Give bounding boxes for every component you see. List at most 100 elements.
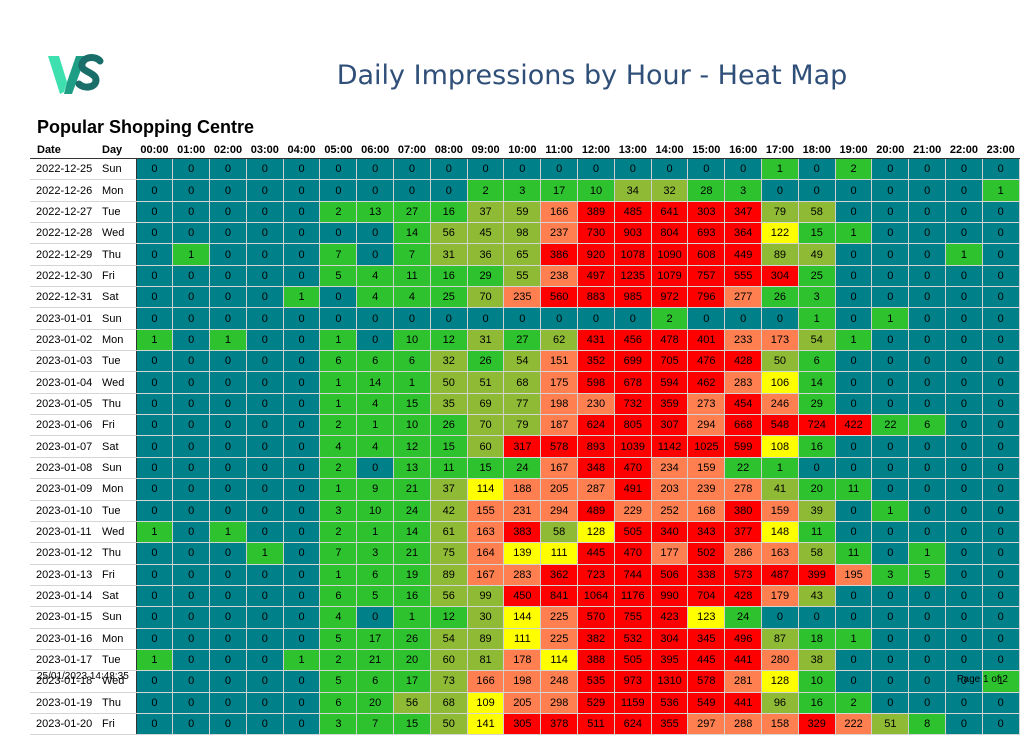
hour-header: 00:00 [136, 141, 173, 159]
heat-cell: 0 [798, 158, 836, 181]
heat-cell: 17 [393, 670, 431, 693]
heat-cell: 0 [136, 222, 174, 245]
heat-cell: 445 [577, 542, 615, 565]
heat-cell: 159 [761, 500, 799, 522]
heat-cell: 1 [835, 628, 873, 650]
row-day: Thu [101, 692, 137, 714]
heat-cell: 0 [982, 158, 1020, 181]
heat-cell: 179 [761, 585, 799, 608]
hour-header: 06:00 [356, 141, 394, 159]
heat-cell: 0 [246, 329, 284, 352]
heat-cell: 0 [982, 286, 1020, 309]
heat-cell: 187 [540, 414, 579, 437]
heat-cell: 0 [908, 628, 947, 650]
heat-cell: 497 [577, 265, 615, 288]
heat-cell: 0 [209, 286, 247, 309]
heat-cell: 167 [467, 564, 505, 586]
heat-cell: 11 [835, 478, 873, 501]
heat-cell: 0 [908, 435, 947, 458]
hour-header: 11:00 [540, 141, 578, 159]
heat-cell: 0 [209, 628, 247, 650]
heat-cell: 26 [467, 350, 505, 373]
heat-cell: 0 [172, 201, 211, 224]
heat-cell: 16 [798, 435, 836, 458]
heat-cell: 1 [319, 564, 358, 586]
heat-cell: 0 [982, 201, 1020, 224]
heat-cell: 20 [798, 478, 836, 501]
table-row: 2023-01-18 Wed 0 0 0 0 0 5 6 17 73 166 198 248 535 973 1… [30, 670, 1020, 693]
heat-cell: 10 [393, 414, 431, 437]
heat-cell: 449 [724, 243, 763, 266]
heat-cell: 0 [209, 179, 247, 202]
heat-cell: 205 [503, 692, 542, 714]
heat-cell: 7 [319, 243, 358, 266]
heat-cell: 0 [246, 393, 284, 416]
heat-cell: 0 [945, 179, 983, 202]
heat-cell: 0 [871, 329, 910, 352]
heat-cell: 205 [540, 478, 579, 501]
heat-cell: 70 [467, 286, 505, 309]
heat-cell: 163 [761, 542, 799, 565]
heat-cell: 0 [871, 585, 910, 608]
heat-cell: 173 [761, 329, 799, 352]
heat-cell: 0 [209, 478, 247, 501]
heat-cell: 288 [724, 713, 763, 735]
heat-cell: 382 [577, 628, 615, 650]
heat-cell: 1 [982, 179, 1020, 202]
heat-cell: 51 [871, 713, 910, 735]
heat-cell: 14 [393, 222, 431, 245]
heat-cell: 920 [577, 243, 615, 266]
heat-cell: 386 [540, 243, 579, 266]
row-date: 2023-01-08 [30, 457, 101, 480]
hour-header: 09:00 [467, 141, 504, 159]
heat-cell: 70 [467, 414, 505, 437]
heat-cell: 0 [283, 457, 321, 480]
heat-cell: 13 [356, 201, 395, 224]
heat-cell: 0 [356, 329, 395, 352]
row-day: Mon [101, 478, 137, 501]
heat-cell: 178 [503, 649, 542, 672]
heat-cell: 0 [982, 542, 1020, 565]
heat-cell: 0 [246, 222, 284, 245]
heat-cell: 1 [761, 457, 799, 480]
heat-cell: 283 [503, 564, 542, 586]
heat-cell: 3 [724, 179, 763, 202]
heat-cell: 0 [209, 670, 247, 693]
row-date: 2023-01-09 [30, 478, 101, 501]
heat-cell: 19 [393, 564, 431, 586]
heat-cell: 445 [687, 649, 726, 672]
heat-cell: 0 [945, 435, 983, 458]
heat-cell: 39 [798, 500, 836, 522]
heat-cell: 229 [614, 500, 652, 522]
heat-cell: 5 [319, 265, 358, 288]
heat-cell: 0 [982, 307, 1020, 330]
heat-cell: 0 [982, 457, 1020, 480]
row-day: Sun [101, 307, 137, 330]
hour-header: 10:00 [503, 141, 541, 159]
heat-cell: 49 [798, 243, 836, 266]
heat-cell: 167 [540, 457, 579, 480]
heat-cell: 0 [871, 371, 910, 394]
heat-cell: 0 [908, 521, 947, 544]
row-date: 2023-01-06 [30, 414, 101, 437]
table-row: 2023-01-09 Mon 0 0 0 0 0 1 9 21 37 114 188 205 287 491 2… [30, 478, 1020, 501]
heat-cell: 0 [283, 670, 321, 693]
heat-cell: 0 [982, 500, 1020, 522]
heat-cell: 1 [319, 478, 358, 501]
hour-header: 18:00 [798, 141, 836, 159]
heat-cell: 699 [614, 350, 652, 373]
heat-cell: 188 [503, 478, 542, 501]
heat-cell: 506 [651, 564, 689, 586]
heat-cell: 3 [319, 500, 358, 522]
heat-cell: 730 [577, 222, 615, 245]
heat-cell: 0 [835, 350, 873, 373]
heat-cell: 106 [761, 371, 799, 394]
row-day: Fri [101, 564, 137, 586]
heat-cell: 3 [503, 179, 542, 202]
table-row: 2023-01-03 Tue 0 0 0 0 0 6 6 6 32 26 54 151 352 699 705 4… [30, 350, 1020, 373]
heat-cell: 0 [283, 692, 321, 714]
heat-cell: 148 [761, 521, 799, 544]
heat-cell: 0 [982, 414, 1020, 437]
heat-cell: 11 [430, 457, 468, 480]
heat-cell: 399 [798, 564, 836, 586]
